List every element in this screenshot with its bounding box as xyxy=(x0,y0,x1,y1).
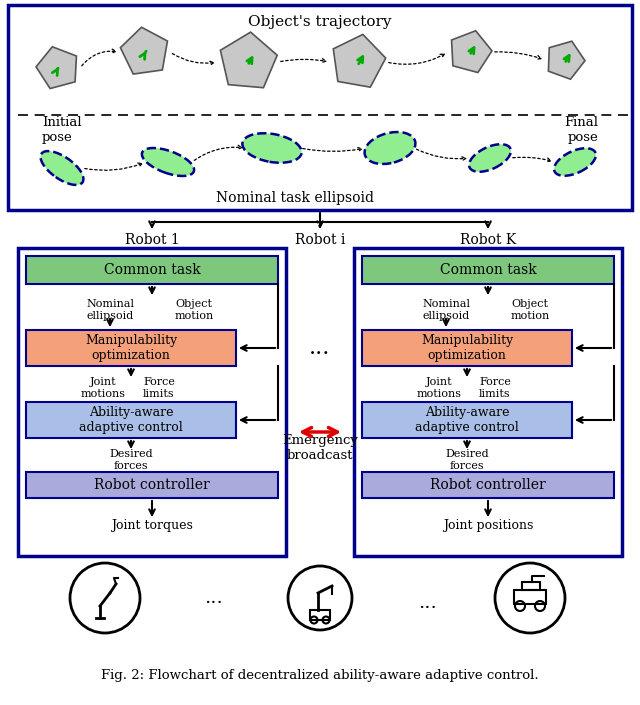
Text: Force
limits: Force limits xyxy=(143,377,175,399)
Bar xyxy=(26,256,278,284)
Ellipse shape xyxy=(365,132,415,164)
Polygon shape xyxy=(333,35,386,87)
Ellipse shape xyxy=(469,145,511,172)
Polygon shape xyxy=(36,47,76,89)
Text: Joint
motions: Joint motions xyxy=(81,377,125,399)
Ellipse shape xyxy=(554,148,596,176)
Polygon shape xyxy=(220,32,277,87)
Bar xyxy=(26,472,278,498)
Text: Initial
pose: Initial pose xyxy=(42,116,82,144)
Bar xyxy=(26,402,236,438)
Text: Object
motion: Object motion xyxy=(174,299,214,321)
Bar xyxy=(8,5,632,210)
Text: Robot controller: Robot controller xyxy=(430,478,546,492)
Text: ...: ... xyxy=(204,589,222,607)
Ellipse shape xyxy=(40,151,83,185)
Text: Nominal task ellipsoid: Nominal task ellipsoid xyxy=(216,191,374,205)
Text: Manipulability
optimization: Manipulability optimization xyxy=(421,334,513,362)
Polygon shape xyxy=(120,27,168,74)
Text: Robot controller: Robot controller xyxy=(94,478,210,492)
Text: ...: ... xyxy=(418,594,436,612)
Text: Force
limits: Force limits xyxy=(479,377,511,399)
Bar xyxy=(18,248,286,556)
Bar xyxy=(522,582,540,590)
Text: Ability-aware
adaptive control: Ability-aware adaptive control xyxy=(415,406,519,434)
Text: Nominal
ellipsoid: Nominal ellipsoid xyxy=(422,299,470,321)
Text: Emergency
broadcast: Emergency broadcast xyxy=(282,434,358,462)
Text: Final
pose: Final pose xyxy=(564,116,598,144)
Text: Joint torques: Joint torques xyxy=(111,520,193,532)
Text: Robot i: Robot i xyxy=(295,233,345,247)
Bar xyxy=(362,472,614,498)
Text: Joint
motions: Joint motions xyxy=(417,377,461,399)
Bar xyxy=(362,330,572,366)
Text: Fig. 2: Flowchart of decentralized ability-aware adaptive control.: Fig. 2: Flowchart of decentralized abili… xyxy=(101,668,539,682)
Text: Ability-aware
adaptive control: Ability-aware adaptive control xyxy=(79,406,183,434)
Text: Nominal
ellipsoid: Nominal ellipsoid xyxy=(86,299,134,321)
Bar xyxy=(362,256,614,284)
Text: Manipulability
optimization: Manipulability optimization xyxy=(85,334,177,362)
Text: Desired
forces: Desired forces xyxy=(109,449,153,471)
Text: Object
motion: Object motion xyxy=(510,299,550,321)
Text: Joint positions: Joint positions xyxy=(443,520,533,532)
Bar xyxy=(354,248,622,556)
Text: Object's trajectory: Object's trajectory xyxy=(248,15,392,29)
Bar xyxy=(310,610,330,620)
Text: Robot 1: Robot 1 xyxy=(125,233,179,247)
Bar xyxy=(514,590,546,604)
Polygon shape xyxy=(452,31,492,73)
Ellipse shape xyxy=(243,133,301,163)
Text: Common task: Common task xyxy=(104,263,200,277)
Bar xyxy=(26,330,236,366)
Text: Desired
forces: Desired forces xyxy=(445,449,489,471)
Polygon shape xyxy=(548,41,585,79)
Ellipse shape xyxy=(142,148,194,176)
Text: Robot K: Robot K xyxy=(460,233,516,247)
Bar xyxy=(362,402,572,438)
Text: Common task: Common task xyxy=(440,263,536,277)
Text: ...: ... xyxy=(309,337,331,359)
